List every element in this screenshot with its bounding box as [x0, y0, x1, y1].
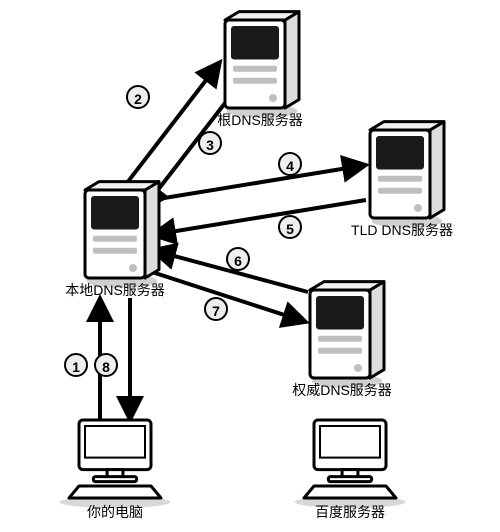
label-local_dns: 本地DNS服务器: [55, 280, 175, 300]
step-badge-4: 4: [278, 152, 302, 176]
label-your_pc: 你的电脑: [55, 502, 175, 522]
step-badge-5: 5: [278, 215, 302, 239]
step-badge-8: 8: [94, 353, 118, 377]
edge-5: [152, 200, 366, 235]
server-local_dns: [85, 182, 159, 288]
label-auth_dns: 权威DNS服务器: [282, 380, 402, 400]
step-badge-1: 1: [64, 353, 88, 377]
diagram-svg: [0, 0, 500, 532]
edge-4: [152, 165, 366, 200]
step-badge-6: 6: [226, 247, 250, 271]
diagram-stage: 本地DNS服务器 根DNS服务器 TLD DNS服务器权威DNS服务器你的电脑 百度服…: [0, 0, 500, 532]
label-baidu: 百度服务器: [290, 502, 410, 522]
label-root_dns: 根DNS服务器: [200, 110, 320, 130]
edge-7: [152, 272, 306, 322]
server-root_dns: [225, 12, 299, 118]
computer-baidu: [294, 420, 405, 508]
server-tld_dns: [370, 122, 444, 228]
step-badge-3: 3: [198, 131, 222, 155]
server-auth_dns: [310, 282, 384, 388]
label-tld_dns: TLD DNS服务器: [342, 220, 462, 240]
step-badge-7: 7: [204, 297, 228, 321]
computer-your_pc: [59, 420, 170, 508]
step-badge-2: 2: [126, 85, 150, 109]
